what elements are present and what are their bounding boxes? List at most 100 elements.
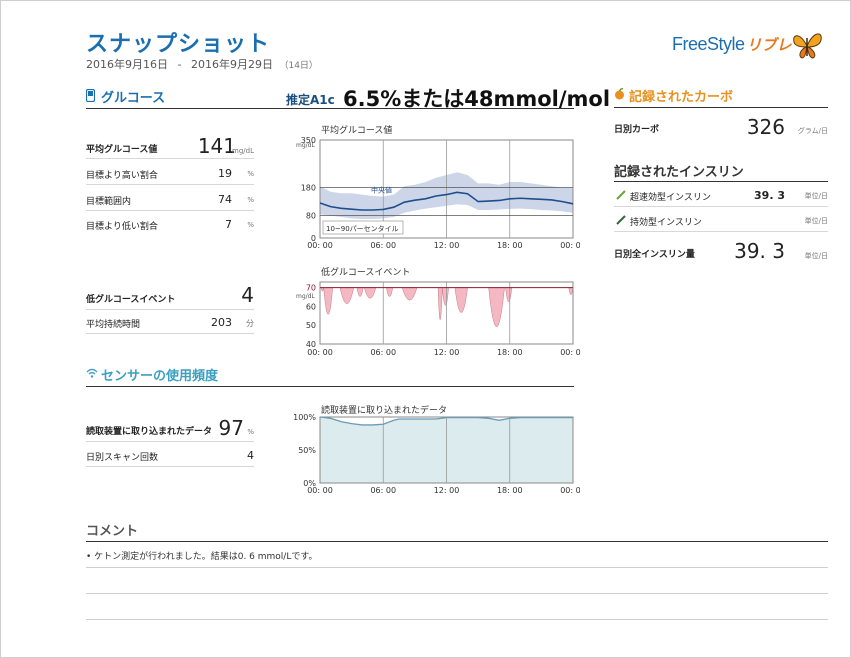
x-tick-label: 18: 00 <box>497 241 523 250</box>
row-divider <box>86 309 254 310</box>
y-tick-label: 0% <box>303 479 316 488</box>
rapid-insulin-unit: 単位/日 <box>804 192 828 200</box>
y-tick-label: 80 <box>306 212 316 221</box>
low-events-label: 低グルコースイベント <box>86 295 176 305</box>
comment-section-title: コメント <box>86 524 139 539</box>
row-divider <box>86 466 254 467</box>
above-target-row: 目標より高い割合 19 % <box>86 167 254 185</box>
a1c-label: 推定A1c <box>286 93 335 107</box>
logo-text-sub: リブレ <box>746 36 792 54</box>
x-tick-label: 00: 00 <box>307 241 333 250</box>
total-insulin-value: 39. 3 <box>734 239 785 263</box>
captured-data-label: 読取装置に取り込まれたデータ <box>86 427 213 437</box>
rapid-insulin-label: 超速効型インスリン <box>630 193 711 203</box>
total-insulin-row: 日別全インスリン量 39. 3 単位/日 <box>614 239 828 265</box>
long-insulin-row: 持効型インスリン 単位/日 <box>614 215 828 232</box>
wifi-signal-icon <box>86 368 98 378</box>
y-tick-label: 350 <box>301 136 316 145</box>
band-legend-box <box>322 220 404 235</box>
daily-scans-value: 4 <box>247 449 254 462</box>
avg-glucose-label: 平均グルコース値 <box>86 145 158 155</box>
glucose-section-divider <box>86 108 574 109</box>
x-tick-label: 12: 00 <box>434 241 460 250</box>
apple-icon <box>615 88 624 100</box>
insulin-section-divider <box>614 181 828 182</box>
low-event-area <box>442 287 449 306</box>
comment-line <box>86 619 828 620</box>
x-tick-label: 18: 00 <box>497 486 523 495</box>
butterfly-icon <box>793 33 822 59</box>
total-insulin-label: 日別全インスリン量 <box>614 250 695 260</box>
y-tick-label: 100% <box>293 413 316 422</box>
daily-carbs-row: 日別カーボ 326 グラム/日 <box>614 115 828 140</box>
date-start: 2016年9月16日 <box>86 58 168 71</box>
captured-data-unit: % <box>247 428 254 436</box>
sensor-section-divider <box>86 386 574 387</box>
syringe-icon <box>616 190 626 200</box>
daily-carbs-label: 日別カーボ <box>614 125 660 135</box>
low-event-area <box>437 287 443 321</box>
row-divider <box>86 158 254 159</box>
low-event-area <box>339 287 355 304</box>
comment-text: • ケトン測定が行われました。結果は0. 6 mmol/Lです。 <box>86 552 318 562</box>
low-event-area <box>505 287 513 303</box>
comment-line <box>86 567 828 568</box>
captured-data-value: 97 <box>218 416 244 440</box>
day-count: （14日） <box>279 61 318 71</box>
avg-glucose-value: 141 <box>197 134 236 158</box>
low-event-area <box>323 287 333 315</box>
low-glucose-chart-title: 低グルコースイベント <box>321 268 411 278</box>
x-tick-label: 00: 00 <box>560 348 580 357</box>
x-tick-label: 00: 00 <box>307 486 333 495</box>
page-title: スナップショット <box>86 32 271 57</box>
above-target-label: 目標より高い割合 <box>86 171 158 181</box>
date-range: 2016年9月16日 - 2016年9月29日 （14日） <box>86 56 318 72</box>
freestyle-libre-logo: FreeStyle リブレ <box>672 33 822 66</box>
date-end: 2016年9月29日 <box>190 58 273 71</box>
long-insulin-unit: 単位/日 <box>804 217 828 225</box>
comment-section-divider <box>86 541 828 542</box>
low-events-value: 4 <box>241 283 254 307</box>
y-tick-label: 0 <box>311 234 316 243</box>
y-axis-unit: mg/dL <box>296 293 315 300</box>
above-target-unit: % <box>247 170 254 178</box>
in-range-value: 74 <box>218 193 232 206</box>
avg-duration-label: 平均持続時間 <box>86 320 141 330</box>
y-tick-label: 70 <box>306 284 316 293</box>
avg-glucose-row: 平均グルコース値 141 mg/dL <box>86 134 254 159</box>
glucose-section-title: グルコース <box>101 91 166 106</box>
median-label: 中央値 <box>371 185 392 194</box>
low-event-area <box>356 287 364 297</box>
low-event-area <box>401 287 418 301</box>
low-event-area <box>363 287 377 299</box>
syringe-icon <box>616 215 626 225</box>
y-tick-label: 180 <box>301 184 316 193</box>
daily-carbs-value: 326 <box>746 115 785 139</box>
row-divider <box>86 184 254 185</box>
below-target-value: 7 <box>225 218 232 231</box>
x-tick-label: 00: 00 <box>307 348 333 357</box>
total-insulin-unit: 単位/日 <box>804 252 828 260</box>
capture-line <box>319 416 573 426</box>
row-divider <box>86 333 254 334</box>
y-tick-label: 50% <box>298 446 316 455</box>
y-tick-label: 50 <box>306 321 316 330</box>
row-divider <box>614 231 828 232</box>
row-divider <box>86 210 254 211</box>
median-line <box>319 191 574 211</box>
low-events-row: 低グルコースイベント 4 <box>86 283 254 310</box>
x-tick-label: 12: 00 <box>434 348 460 357</box>
low-event-area <box>386 287 394 297</box>
y-tick-label: 40 <box>306 340 316 349</box>
x-tick-label: 06: 00 <box>370 241 396 250</box>
rapid-insulin-value: 39. 3 <box>754 189 785 202</box>
logo-text-main: FreeStyle <box>672 34 745 54</box>
in-range-unit: % <box>247 196 254 204</box>
avg-duration-unit: 分 <box>246 319 254 328</box>
row-divider <box>614 206 828 207</box>
insulin-section-title: 記録されたインスリン <box>614 165 744 180</box>
carbs-section-divider <box>614 107 828 108</box>
x-tick-label: 18: 00 <box>497 348 523 357</box>
